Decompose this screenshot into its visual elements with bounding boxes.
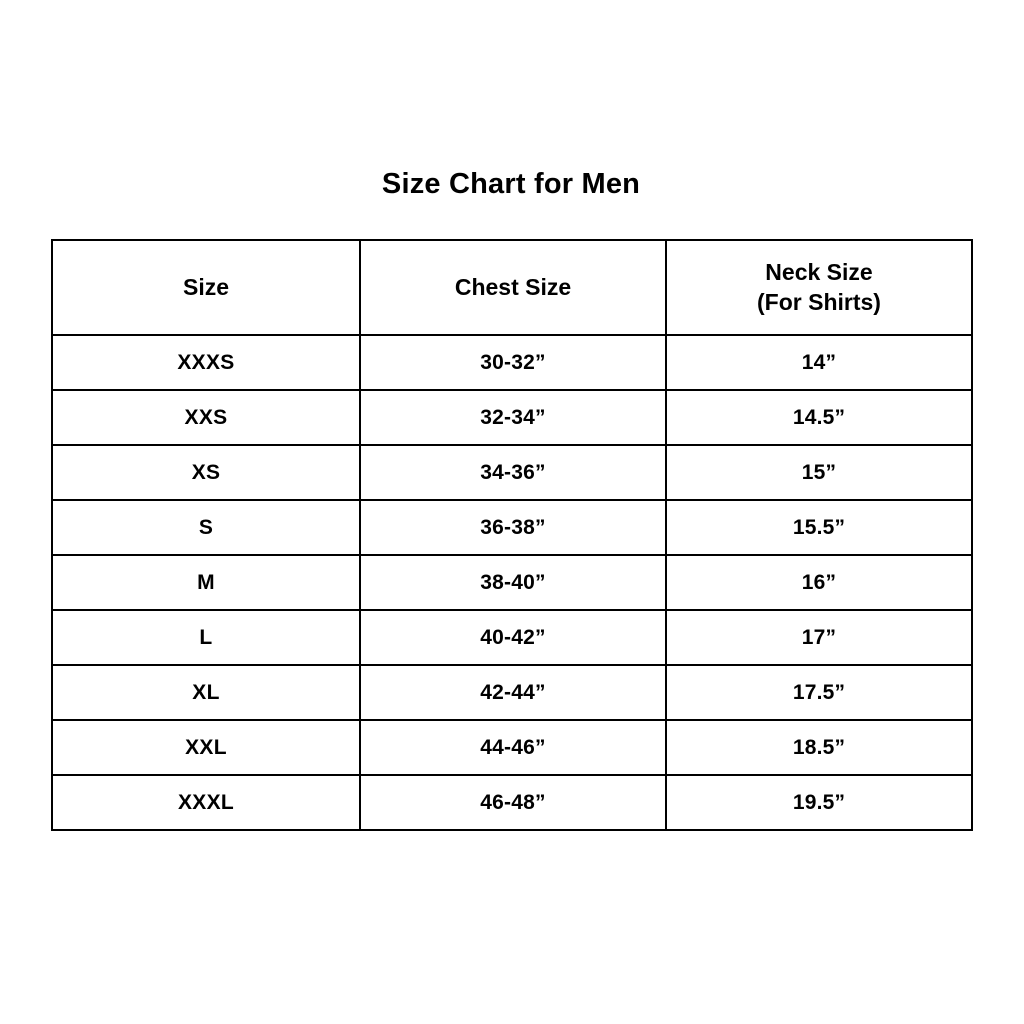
column-header-neck: Neck Size (For Shirts) [665,239,973,336]
table-row: XXL 44-46” 18.5” [51,719,973,776]
table-row: M 38-40” 16” [51,554,973,611]
cell-size: XXXS [51,334,361,391]
cell-neck: 14.5” [665,389,973,446]
table-row: XS 34-36” 15” [51,444,973,501]
cell-chest: 46-48” [359,774,667,831]
page-title: Size Chart for Men [381,168,641,200]
cell-neck: 18.5” [665,719,973,776]
size-chart-table: Size Chest Size Neck Size (For Shirts) X… [51,239,973,831]
table-row: XXXS 30-32” 14” [51,334,973,391]
cell-chest: 34-36” [359,444,667,501]
cell-chest: 36-38” [359,499,667,556]
cell-size: XL [51,664,361,721]
column-header-neck-line2: (For Shirts) [757,288,881,315]
cell-chest: 30-32” [359,334,667,391]
cell-size: XXS [51,389,361,446]
table-header: Size Chest Size Neck Size (For Shirts) [51,239,973,336]
cell-chest: 40-42” [359,609,667,666]
cell-chest: 32-34” [359,389,667,446]
table-row: XXXL 46-48” 19.5” [51,774,973,831]
cell-size: XXL [51,719,361,776]
table-row: XL 42-44” 17.5” [51,664,973,721]
cell-size: M [51,554,361,611]
column-header-size: Size [51,239,361,336]
cell-neck: 14” [665,334,973,391]
cell-neck: 17” [665,609,973,666]
table-body: XXXS 30-32” 14” XXS 32-34” 14.5” XS 34-3… [51,334,973,831]
table-row: S 36-38” 15.5” [51,499,973,556]
cell-size: S [51,499,361,556]
cell-chest: 44-46” [359,719,667,776]
cell-neck: 17.5” [665,664,973,721]
cell-neck: 15.5” [665,499,973,556]
cell-neck: 16” [665,554,973,611]
cell-chest: 38-40” [359,554,667,611]
cell-size: XXXL [51,774,361,831]
table-header-row: Size Chest Size Neck Size (For Shirts) [51,239,973,336]
column-header-neck-line1: Neck Size [765,259,873,286]
cell-chest: 42-44” [359,664,667,721]
column-header-chest: Chest Size [359,239,667,336]
table-row: L 40-42” 17” [51,609,973,666]
cell-neck: 15” [665,444,973,501]
cell-neck: 19.5” [665,774,973,831]
table-row: XXS 32-34” 14.5” [51,389,973,446]
cell-size: XS [51,444,361,501]
cell-size: L [51,609,361,666]
